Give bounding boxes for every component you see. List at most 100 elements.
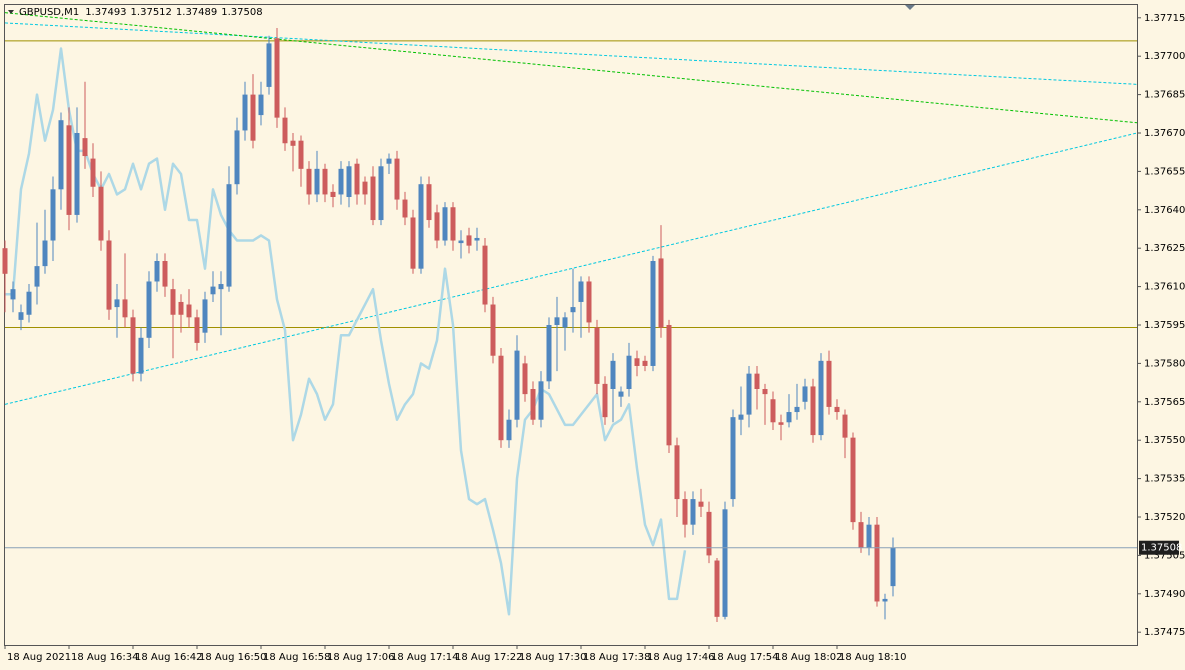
plot-layer	[2, 12, 1138, 622]
candle-body	[738, 414, 744, 420]
candle-body	[714, 560, 720, 617]
candle-body	[634, 358, 640, 366]
candle-body	[482, 245, 488, 305]
candle-body	[218, 284, 224, 290]
candle-body	[810, 386, 816, 436]
header-high: 1.37512	[131, 7, 172, 18]
x-tick-label: 18 Aug 17:46	[647, 652, 714, 663]
candle-body	[26, 291, 32, 315]
candle-body	[706, 511, 712, 556]
chart-header: GBPUSD,M1 1.37493 1.37512 1.37489 1.37508	[19, 7, 263, 18]
y-tick-label: 1.37565	[1144, 397, 1185, 408]
candle-body	[826, 360, 832, 407]
collapse-arrow[interactable]	[8, 10, 14, 14]
candle-body	[770, 399, 776, 423]
candle-body	[130, 317, 136, 374]
candle-body	[322, 168, 328, 195]
candle-body	[202, 299, 208, 333]
candle-body	[394, 158, 400, 200]
candle-body	[58, 120, 64, 190]
shift-marker[interactable]	[905, 5, 915, 10]
candle-body	[370, 176, 376, 221]
y-tick-label: 1.37655	[1144, 166, 1185, 177]
candle-body	[354, 163, 360, 195]
candle-body	[338, 168, 344, 195]
candle-body	[306, 168, 312, 195]
candle-body	[626, 355, 632, 389]
x-tick-label: 18 Aug 16:50	[199, 652, 266, 663]
candle-body	[346, 166, 352, 197]
candle-body	[562, 317, 568, 328]
y-tick-label: 1.37550	[1144, 435, 1185, 446]
candle-body	[34, 266, 40, 287]
candle-body	[122, 299, 128, 318]
y-tick-label: 1.37535	[1144, 474, 1185, 485]
candle-body	[138, 337, 144, 374]
x-tick-label: 18 Aug 2021	[7, 652, 71, 663]
candle-body	[194, 317, 200, 343]
candle-body	[578, 281, 584, 302]
price-label: 1.37508	[1141, 543, 1182, 554]
price-label-bg	[1139, 540, 1179, 555]
x-tick-label: 18 Aug 17:14	[391, 652, 458, 663]
candle-body	[602, 383, 608, 418]
candle-body	[234, 130, 240, 185]
candle-body	[274, 38, 280, 118]
candle-body	[514, 350, 520, 420]
x-tick-label: 18 Aug 16:42	[135, 652, 202, 663]
candle-body	[698, 501, 704, 507]
candle-body	[874, 524, 880, 602]
candle-body	[282, 117, 288, 144]
candle-body	[146, 281, 152, 338]
candle-body	[226, 184, 232, 287]
trend-line	[4, 132, 1138, 405]
candle-body	[186, 304, 192, 318]
header-open: 1.37493	[85, 7, 126, 18]
symbol: GBPUSD,M1	[19, 7, 79, 18]
indicator-line	[5, 47, 687, 616]
x-tick-label: 18 Aug 17:38	[583, 652, 650, 663]
y-tick-label: 1.37595	[1144, 320, 1185, 331]
candle-body	[746, 373, 752, 415]
y-tick-label: 1.37640	[1144, 205, 1185, 216]
candle-body	[554, 317, 560, 325]
candle-body	[114, 299, 120, 308]
y-tick-label: 1.37670	[1144, 128, 1185, 139]
candle-body	[154, 261, 160, 282]
candle-body	[90, 158, 96, 187]
candle-body	[490, 304, 496, 356]
y-tick-label: 1.37700	[1144, 51, 1185, 62]
candle-body	[18, 312, 24, 320]
candle-body	[450, 207, 456, 241]
candle-body	[818, 360, 824, 436]
x-tick-label: 18 Aug 16:58	[263, 652, 330, 663]
candle-body	[594, 327, 600, 384]
y-tick-label: 1.37610	[1144, 282, 1185, 293]
candle-body	[66, 125, 72, 215]
candle-body	[834, 406, 840, 413]
candle-body	[506, 419, 512, 441]
candle-body	[10, 289, 16, 300]
candle-body	[330, 191, 336, 197]
candle-body	[162, 261, 168, 287]
candle-body	[586, 281, 592, 323]
x-tick-label: 18 Aug 17:30	[519, 652, 586, 663]
candle-body	[778, 422, 784, 425]
candle-body	[794, 406, 800, 413]
x-tick-label: 18 Aug 17:06	[327, 652, 394, 663]
candle-body	[210, 286, 216, 295]
candle-body	[74, 133, 80, 215]
header-low: 1.37489	[176, 7, 217, 18]
candle-body	[690, 499, 696, 525]
candle-body	[106, 240, 112, 310]
y-tick-label: 1.37715	[1144, 13, 1185, 24]
candle-body	[258, 94, 264, 116]
candle-body	[42, 240, 48, 267]
candle-body	[290, 140, 296, 146]
candle-body	[434, 212, 440, 241]
candle-body	[250, 94, 256, 141]
candle-body	[314, 168, 320, 195]
